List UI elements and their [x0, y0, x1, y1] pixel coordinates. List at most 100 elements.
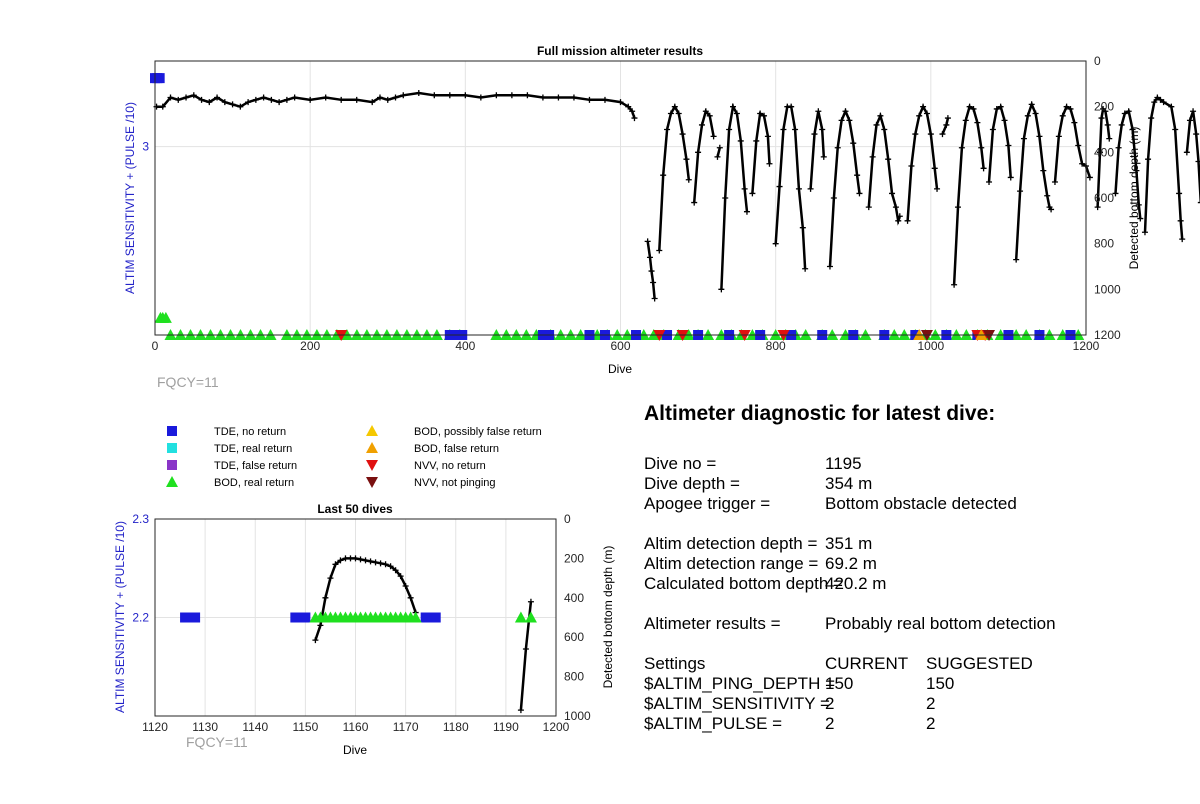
y2-tick-label: 1000	[564, 709, 591, 723]
plot-frame	[154, 518, 557, 717]
y-axis-label: ALTIM SENSITIVITY + (PULSE /10)	[123, 102, 137, 294]
fqcy-label: FQCY=11	[157, 374, 219, 390]
depth-point	[517, 707, 524, 714]
diagnostic-key: Settings	[644, 654, 706, 673]
altimeter-diagnostic: Altimeter diagnostic for latest dive: Di…	[644, 402, 1184, 734]
depth-point	[586, 96, 593, 103]
depth-point	[407, 594, 414, 601]
depth-point	[761, 112, 768, 119]
chart-title: Full mission altimeter results	[537, 44, 703, 58]
depth-point	[1044, 192, 1051, 199]
diagnostic-key: Altim detection depth =	[644, 534, 818, 553]
legend-label: TDE, no return	[214, 426, 286, 438]
depth-point	[667, 110, 674, 117]
depth-point	[799, 224, 806, 231]
depth-point	[1141, 229, 1148, 236]
x-tick-label: 1200	[543, 720, 570, 734]
y2-tick-label: 0	[1094, 54, 1101, 68]
depth-point	[819, 126, 826, 133]
diagnostic-key: Apogee trigger =	[644, 494, 771, 513]
depth-point	[656, 247, 663, 254]
marker-point	[409, 611, 422, 623]
depth-point	[908, 163, 915, 170]
diagnostic-spacer	[644, 634, 1184, 654]
y2-axis-label: Detected bottom depth (m)	[1127, 127, 1141, 270]
depth-point	[873, 121, 880, 128]
depth-point	[931, 165, 938, 172]
depth-point	[367, 558, 374, 565]
legend-marker	[167, 460, 177, 470]
depth-point	[317, 622, 324, 629]
x-tick-label: 1150	[292, 720, 318, 734]
depth-point	[347, 555, 354, 562]
depth-point	[691, 199, 698, 206]
depth-point	[397, 573, 404, 580]
depth-point	[369, 99, 376, 106]
depth-point	[795, 185, 802, 192]
depth-point	[522, 646, 529, 653]
depth-point	[889, 190, 896, 197]
y2-axis-label: Detected bottom depth (m)	[601, 546, 615, 689]
depth-point	[1121, 110, 1128, 117]
depth-point	[327, 575, 334, 582]
depth-point	[1024, 112, 1031, 119]
depth-point	[1172, 126, 1179, 133]
depth-point	[826, 263, 833, 270]
legend-label: BOD, false return	[414, 443, 499, 455]
depth-point	[1133, 167, 1140, 174]
depth-point	[650, 279, 657, 286]
y2-tick-label: 800	[564, 670, 584, 684]
diagnostic-value: 69.2 m	[825, 554, 877, 573]
bottom-depth-line	[1053, 104, 1092, 183]
x-tick-label: 1140	[242, 720, 268, 734]
depth-point	[944, 115, 951, 122]
depth-point	[392, 94, 399, 101]
depth-point	[252, 96, 259, 103]
depth-point	[1028, 101, 1035, 108]
depth-point	[1137, 215, 1144, 222]
depth-point	[753, 137, 760, 144]
depth-point	[260, 94, 267, 101]
y2-tick-label: 400	[1094, 145, 1114, 159]
legend-marker	[167, 426, 177, 436]
diagnostic-key: Altimeter results =	[644, 614, 781, 633]
depth-point	[646, 254, 653, 261]
depth-point	[671, 103, 678, 110]
depth-point	[1040, 167, 1047, 174]
depth-point	[664, 126, 671, 133]
depth-point	[1094, 204, 1101, 211]
depth-point	[1190, 108, 1197, 115]
depth-point	[268, 96, 275, 103]
depth-point	[714, 153, 721, 160]
diagnostic-key: $ALTIM_PULSE =	[644, 714, 783, 733]
depth-point	[850, 140, 857, 147]
diagnostic-value: 354 m	[825, 474, 873, 493]
depth-point	[780, 126, 787, 133]
diagnostic-suggested-value: SUGGESTED	[926, 654, 1033, 673]
fqcy-label: FQCY=11	[186, 734, 248, 750]
depth-point	[376, 94, 383, 101]
depth-point	[815, 108, 822, 115]
depth-point	[245, 99, 252, 106]
depth-point	[660, 172, 667, 179]
depth-point	[698, 121, 705, 128]
y2-tick-label: 200	[564, 551, 584, 565]
y-tick-label: 3	[142, 140, 149, 154]
depth-point	[332, 561, 339, 568]
diagnostic-key: $ALTIM_PING_DEPTH =	[644, 674, 835, 693]
depth-point	[1098, 115, 1105, 122]
diagnostic-key: Calculated bottom depth =	[644, 574, 843, 593]
depth-point	[1177, 217, 1184, 224]
diagnostic-row: Dive depth = 354 m	[644, 474, 1184, 494]
depth-point	[1059, 112, 1066, 119]
depth-point	[966, 103, 973, 110]
diagnostic-value: Bottom obstacle detected	[825, 494, 1017, 513]
depth-point	[986, 179, 993, 186]
legend: TDE, no return TDE, real return TDE, false…	[166, 425, 542, 489]
bottom-depth-line	[692, 108, 715, 203]
depth-point	[1125, 108, 1132, 115]
diagnostic-value: CURRENT	[825, 654, 909, 673]
depth-point	[834, 144, 841, 151]
diagnostic-key: Dive depth =	[644, 474, 740, 493]
depth-point	[802, 265, 809, 272]
